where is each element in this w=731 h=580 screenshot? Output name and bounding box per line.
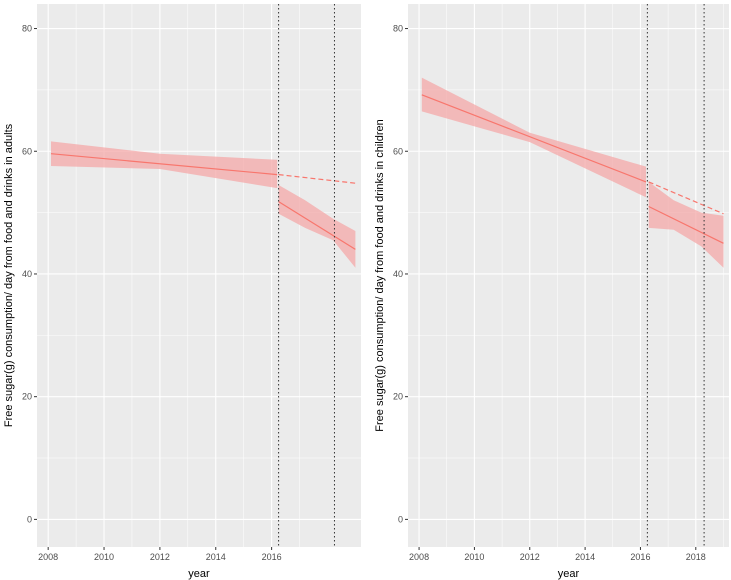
chart2-y-tick-label: 20 xyxy=(393,392,403,402)
chart1-y-tick-label: 20 xyxy=(22,392,32,402)
chart1-x-tick-label: 2012 xyxy=(150,552,170,562)
chart1-x-tick-label: 2010 xyxy=(94,552,114,562)
chart1-plot-background xyxy=(37,4,361,547)
chart1-y-tick-label: 0 xyxy=(27,514,32,524)
chart1-x-tick-label: 2014 xyxy=(206,552,226,562)
chart1-panel-group: 2008 2010 2012 2014 2016 0 20 40 60 80 year Free su… xyxy=(3,4,361,580)
chart1-fitted-line xyxy=(278,201,356,250)
chart2-y-tick-label: 0 xyxy=(398,514,403,524)
chart1-fitted-line xyxy=(50,153,278,176)
chart1-x-tick-label: 2008 xyxy=(38,552,58,562)
chart2-x-axis-title: year xyxy=(558,568,580,580)
chart2-confidence-band xyxy=(421,77,646,198)
chart2-y-axis-title: Free sugar(g) consumption/ day from food… xyxy=(374,119,386,431)
chart1-counterfactual-line xyxy=(278,174,356,184)
chart2-counterfactual-line xyxy=(648,181,724,215)
chart2-fitted-line xyxy=(648,205,724,244)
chart2-x-tick-label: 2014 xyxy=(575,552,595,562)
chart1-y-tick-label: 80 xyxy=(22,24,32,34)
chart2-x-tick-label: 2016 xyxy=(630,552,650,562)
chart2-panel-group: 2008 2010 2012 2014 2016 2018 0 20 40 60 80 year Fre… xyxy=(374,4,729,580)
chart1-confidence-band xyxy=(278,185,356,268)
chart2-x-tick-label: 2008 xyxy=(409,552,429,562)
chart2-x-tick-label: 2012 xyxy=(520,552,540,562)
chart2-plot-background xyxy=(408,4,729,547)
chart1-y-tick-label: 60 xyxy=(22,146,32,156)
chart2-y-tick-label: 60 xyxy=(393,146,403,156)
chart1-x-tick-label: 2016 xyxy=(262,552,282,562)
chart2-y-tick-label: 80 xyxy=(393,24,403,34)
chart1-y-axis-title: Free sugar(g) consumption/ day from food… xyxy=(3,123,15,427)
chart2-fitted-line xyxy=(421,94,647,183)
chart2-x-tick-label: 2018 xyxy=(686,552,706,562)
chart1-x-axis-title: year xyxy=(188,568,210,580)
chart1-y-tick-label: 40 xyxy=(22,269,32,279)
chart2-y-tick-label: 40 xyxy=(393,269,403,279)
chart2-x-tick-label: 2010 xyxy=(464,552,484,562)
